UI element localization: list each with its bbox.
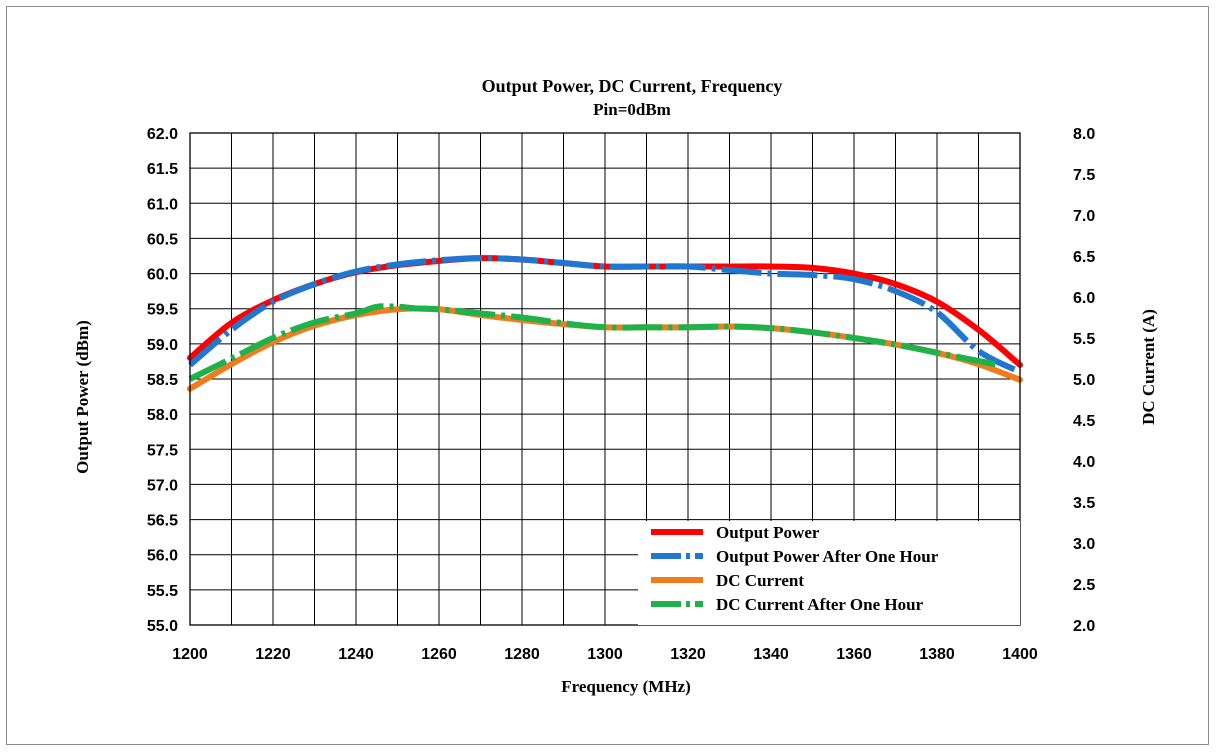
y-right-tick-label: 8.0 [1073,126,1095,143]
y-left-tick-label: 57.0 [147,477,178,494]
series-line-1 [187,255,1023,368]
y-left-tick-label: 56.0 [147,548,178,565]
chart-subtitle: Pin=0dBm [593,100,671,119]
y-right-tick-label: 6.5 [1073,249,1095,266]
y-left-tick-label: 61.0 [147,196,178,213]
y-right-tick-label: 5.0 [1073,372,1095,389]
y-right-tick-label: 3.0 [1073,536,1095,553]
x-tick-label: 1240 [338,646,374,663]
plot-area-border [189,132,1021,626]
legend-label-4: DC Current After One Hour [716,595,924,614]
legend-label-3: DC Current [716,571,804,590]
y-right-tick-label: 4.5 [1073,413,1095,430]
y-left-tick-label: 59.0 [147,337,178,354]
y-left-tick-label: 56.5 [147,513,178,530]
y-left-tick-label: 61.5 [147,161,178,178]
y-right-tick-label: 4.0 [1073,454,1095,471]
y-left-tick-label: 58.5 [147,372,178,389]
y-left-axis-label: Output Power (dBm) [73,320,92,474]
x-axis-label: Frequency (MHz) [561,677,691,696]
chart-title: Output Power, DC Current, Frequency [482,76,783,96]
x-tick-label: 1260 [421,646,457,663]
y-right-axis-label: DC Current (A) [1139,309,1158,425]
legend-label-2: Output Power After One Hour [716,547,939,566]
x-tick-label: 1320 [670,646,706,663]
y-left-tick-label: 58.0 [147,407,178,424]
plot-axes: 1200 1220 1240 1260 1280 1300 1320 1340 1360 1380… [147,126,1095,663]
y-right-tick-label: 2.5 [1073,577,1095,594]
legend-label-1: Output Power [716,523,820,542]
y-left-tick-label: 62.0 [147,126,178,143]
y-left-tick-label: 59.5 [147,302,178,319]
x-tick-label: 1300 [587,646,623,663]
x-tick-label: 1380 [919,646,955,663]
y-left-tick-label: 57.5 [147,442,178,459]
y-right-tick-label: 3.5 [1073,495,1095,512]
y-right-tick-label: 7.5 [1073,167,1095,184]
x-tick-label: 1220 [255,646,291,663]
x-tick-label: 1200 [172,646,208,663]
legend-box [638,521,1020,625]
y-left-tick-label: 55.0 [147,618,178,635]
y-right-tick-label: 7.0 [1073,208,1095,225]
y-left-tick-label: 60.5 [147,231,178,248]
y-right-tick-label: 5.5 [1073,331,1095,348]
x-tick-label: 1340 [753,646,789,663]
x-tick-label: 1400 [1002,646,1038,663]
y-left-tick-label: 60.0 [147,267,178,284]
y-right-tick-label: 6.0 [1073,290,1095,307]
plot-series [187,255,1023,392]
y-left-tick-label: 55.5 [147,583,178,600]
x-tick-label: 1360 [836,646,872,663]
series-line-4 [188,303,1000,382]
legend: Output Power Output Power After One Hour D… [638,521,1020,625]
y-right-tick-label: 2.0 [1073,618,1095,635]
x-tick-label: 1280 [504,646,540,663]
